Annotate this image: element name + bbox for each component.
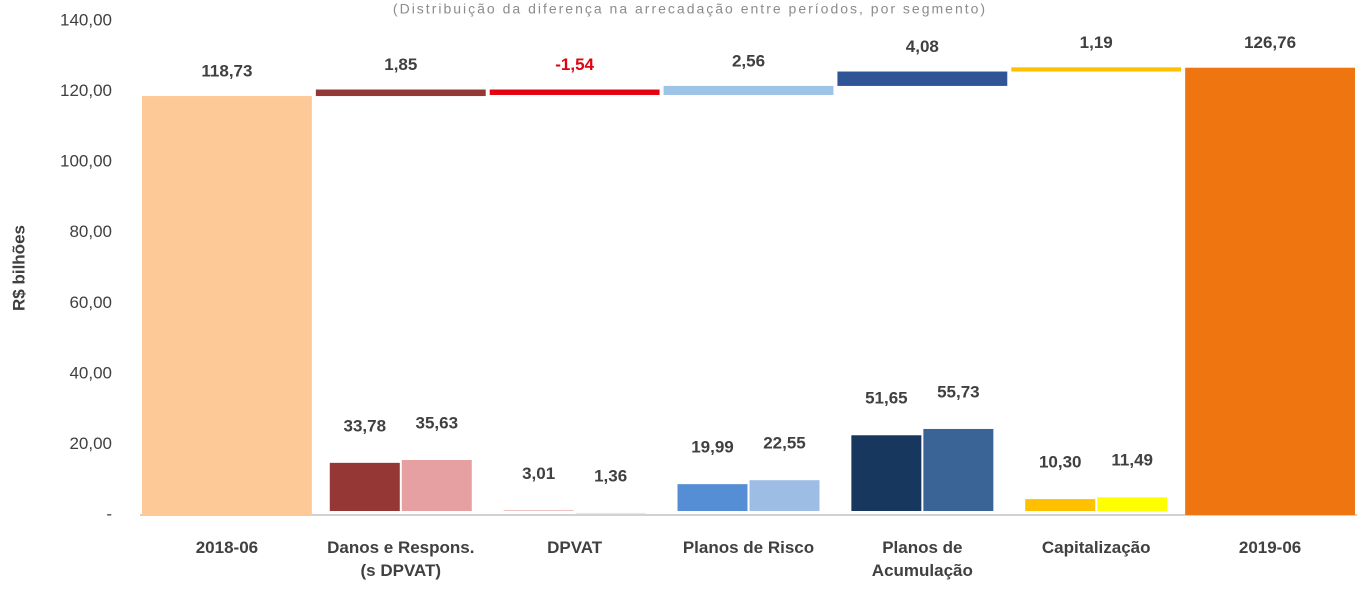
x-tick-label: Planos de Acumulação [871, 538, 973, 580]
y-tick-label: - [106, 504, 112, 523]
comparison-label: 3,01 [522, 464, 555, 483]
y-tick-label: 120,00 [60, 81, 112, 100]
comparison-label: 35,63 [416, 413, 459, 432]
comparison-label: 51,65 [865, 389, 908, 408]
x-tick-label: 2019-06 [1238, 538, 1302, 557]
y-tick-label: 80,00 [69, 222, 112, 241]
comparison-label: 10,30 [1039, 453, 1082, 472]
bar [1011, 67, 1182, 72]
comparison-bar [1097, 497, 1168, 511]
comparison-label: 22,55 [763, 434, 806, 453]
comparison-bar [923, 428, 994, 511]
bar [489, 89, 660, 95]
comparison-label: 11,49 [1111, 451, 1153, 470]
comparison-bar [575, 512, 646, 514]
bar [315, 89, 486, 97]
comparison-bar [677, 484, 748, 511]
comparison-bar [401, 459, 472, 511]
value-label: 1,85 [384, 55, 417, 74]
y-axis-label: R$ bilhões [9, 225, 28, 311]
bar [837, 71, 1008, 86]
comparison-label: 33,78 [344, 416, 387, 435]
value-label: 1,19 [1080, 33, 1113, 52]
y-tick-label: 100,00 [60, 152, 112, 171]
comparison-bar [329, 462, 400, 511]
bar [663, 85, 834, 95]
x-tick-label: Planos de Risco [682, 538, 815, 557]
comparison-bar [749, 480, 820, 511]
chart-subtitle: (Distribuição da diferença na arrecadaçã… [393, 1, 987, 17]
y-tick-label: 20,00 [69, 434, 112, 453]
comparison-bar [851, 435, 922, 511]
bar [1185, 67, 1355, 515]
y-tick-label: 40,00 [69, 363, 112, 382]
y-tick-label: 60,00 [69, 293, 112, 312]
comparison-label: 19,99 [691, 438, 734, 457]
value-label: 126,76 [1244, 33, 1296, 52]
comparison-label: 55,73 [937, 382, 980, 401]
bar [142, 96, 312, 516]
x-tick-label: Capitalização [1041, 538, 1151, 557]
value-label: 2,56 [732, 51, 765, 70]
comparison-bar [503, 510, 574, 511]
comparison-bar [1025, 499, 1096, 511]
value-label: 118,73 [201, 62, 252, 81]
comparison-label: 1,36 [594, 466, 627, 485]
x-tick-label: Danos e Respons. (s DPVAT) [327, 538, 475, 580]
value-label: 4,08 [906, 37, 939, 56]
y-tick-label: 140,00 [60, 10, 112, 29]
value-label: -1,54 [555, 55, 594, 74]
x-tick-label: 2018-06 [195, 538, 259, 557]
x-tick-label: DPVAT [547, 538, 603, 557]
